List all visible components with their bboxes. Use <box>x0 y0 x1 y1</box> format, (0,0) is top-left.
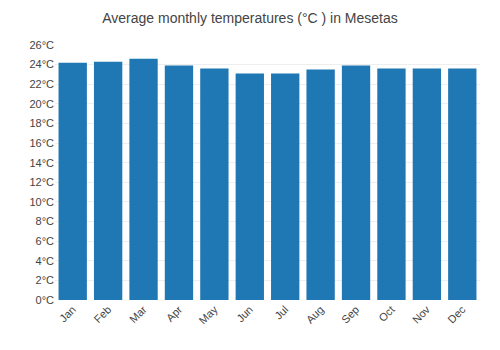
svg-text:18°C: 18°C <box>29 117 54 129</box>
svg-text:Jul: Jul <box>272 303 290 321</box>
svg-text:14°C: 14°C <box>29 157 54 169</box>
svg-text:Apr: Apr <box>164 303 185 324</box>
svg-text:6°C: 6°C <box>36 235 55 247</box>
svg-text:8°C: 8°C <box>36 215 55 227</box>
svg-text:4°C: 4°C <box>36 255 55 267</box>
svg-text:Jan: Jan <box>57 303 78 324</box>
svg-text:Oct: Oct <box>376 303 397 324</box>
svg-text:May: May <box>197 303 221 327</box>
svg-text:Mar: Mar <box>127 303 149 325</box>
svg-text:16°C: 16°C <box>29 137 54 149</box>
svg-text:Jun: Jun <box>234 303 255 324</box>
svg-text:22°C: 22°C <box>29 78 54 90</box>
svg-text:20°C: 20°C <box>29 98 54 110</box>
svg-text:Nov: Nov <box>410 303 433 326</box>
svg-text:Feb: Feb <box>92 303 114 325</box>
svg-text:Dec: Dec <box>445 303 468 326</box>
svg-text:24°C: 24°C <box>29 58 54 70</box>
svg-text:26°C: 26°C <box>29 39 54 51</box>
svg-text:Sep: Sep <box>339 303 361 325</box>
svg-text:0°C: 0°C <box>36 294 55 306</box>
svg-text:2°C: 2°C <box>36 274 55 286</box>
svg-text:Aug: Aug <box>304 303 326 325</box>
svg-text:12°C: 12°C <box>29 176 54 188</box>
svg-text:Average monthly temperatures (: Average monthly temperatures (°C ) in Me… <box>102 10 398 26</box>
svg-text:10°C: 10°C <box>29 196 54 208</box>
